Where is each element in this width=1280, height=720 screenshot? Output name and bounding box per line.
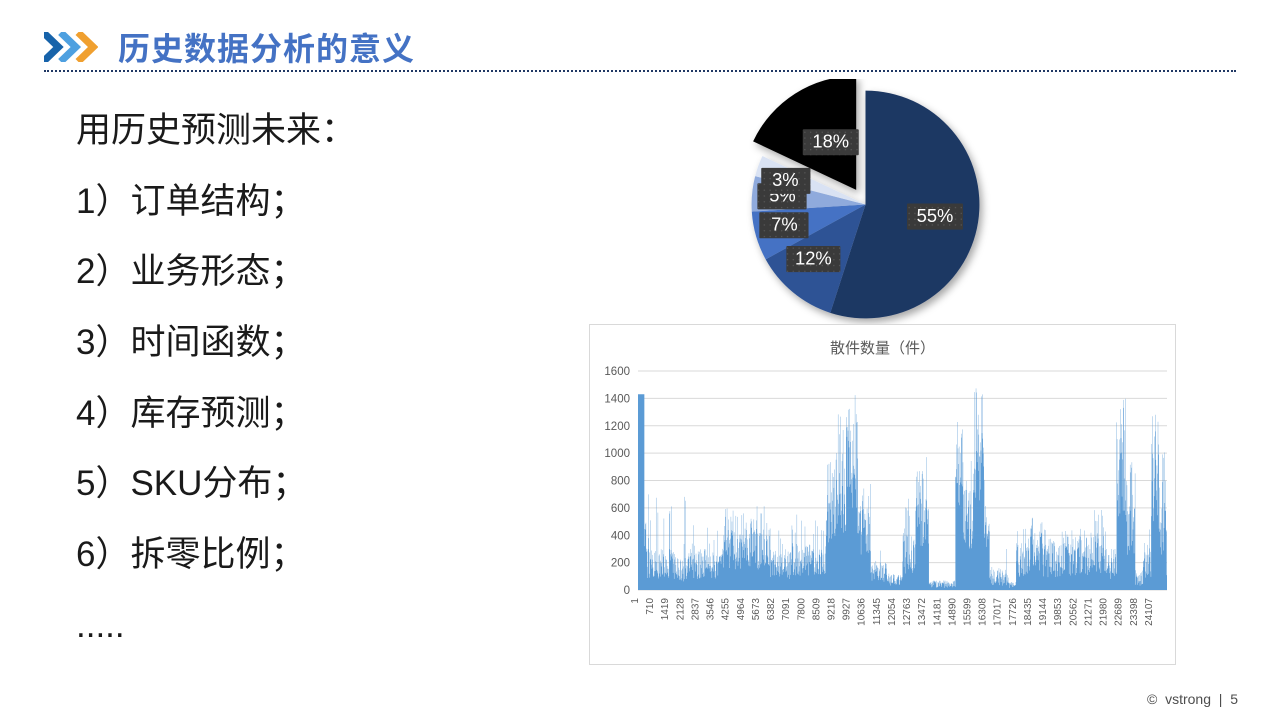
svg-text:55%: 55%: [917, 205, 954, 226]
svg-text:1400: 1400: [604, 393, 630, 405]
svg-text:7%: 7%: [771, 214, 798, 235]
svg-text:3546: 3546: [706, 598, 717, 621]
svg-text:2128: 2128: [675, 598, 686, 621]
svg-text:19144: 19144: [1038, 598, 1049, 626]
svg-text:1200: 1200: [604, 421, 630, 433]
svg-text:800: 800: [611, 476, 630, 488]
svg-text:200: 200: [611, 558, 630, 570]
svg-text:15599: 15599: [963, 598, 974, 626]
svg-text:3%: 3%: [772, 169, 799, 190]
svg-text:9218: 9218: [826, 598, 837, 621]
svg-text:14181: 14181: [932, 598, 943, 626]
svg-text:12054: 12054: [887, 598, 898, 626]
svg-text:7800: 7800: [796, 598, 807, 621]
svg-text:7091: 7091: [781, 598, 792, 621]
svg-text:23398: 23398: [1129, 598, 1140, 626]
svg-text:24107: 24107: [1144, 598, 1155, 626]
svg-text:12%: 12%: [795, 247, 832, 268]
svg-text:0: 0: [624, 585, 630, 597]
svg-text:6382: 6382: [766, 598, 777, 621]
svg-text:4255: 4255: [721, 598, 732, 621]
svg-text:5673: 5673: [751, 598, 762, 621]
svg-text:4964: 4964: [736, 598, 747, 621]
svg-text:21271: 21271: [1083, 598, 1094, 626]
svg-text:2837: 2837: [690, 598, 701, 621]
svg-text:1419: 1419: [660, 598, 671, 621]
svg-text:散件数量（件）: 散件数量（件）: [830, 340, 935, 357]
svg-text:11345: 11345: [872, 598, 883, 626]
svg-text:1: 1: [630, 598, 641, 604]
svg-text:1000: 1000: [604, 448, 630, 460]
svg-text:710: 710: [645, 598, 656, 615]
svg-text:21980: 21980: [1099, 598, 1110, 626]
svg-text:400: 400: [611, 530, 630, 542]
svg-text:8509: 8509: [811, 598, 822, 621]
svg-text:14890: 14890: [947, 598, 958, 626]
svg-text:1600: 1600: [604, 366, 630, 378]
svg-text:10636: 10636: [857, 598, 868, 626]
svg-text:16308: 16308: [978, 598, 989, 626]
svg-text:13472: 13472: [917, 598, 928, 626]
svg-text:18435: 18435: [1023, 598, 1034, 626]
svg-text:20562: 20562: [1068, 598, 1079, 626]
svg-text:17726: 17726: [1008, 598, 1019, 626]
svg-text:12763: 12763: [902, 598, 913, 626]
svg-text:18%: 18%: [812, 131, 849, 152]
svg-text:17017: 17017: [993, 598, 1004, 626]
svg-text:9927: 9927: [842, 598, 853, 621]
svg-text:22689: 22689: [1114, 598, 1125, 626]
svg-text:600: 600: [611, 503, 630, 515]
svg-text:19853: 19853: [1053, 598, 1064, 626]
